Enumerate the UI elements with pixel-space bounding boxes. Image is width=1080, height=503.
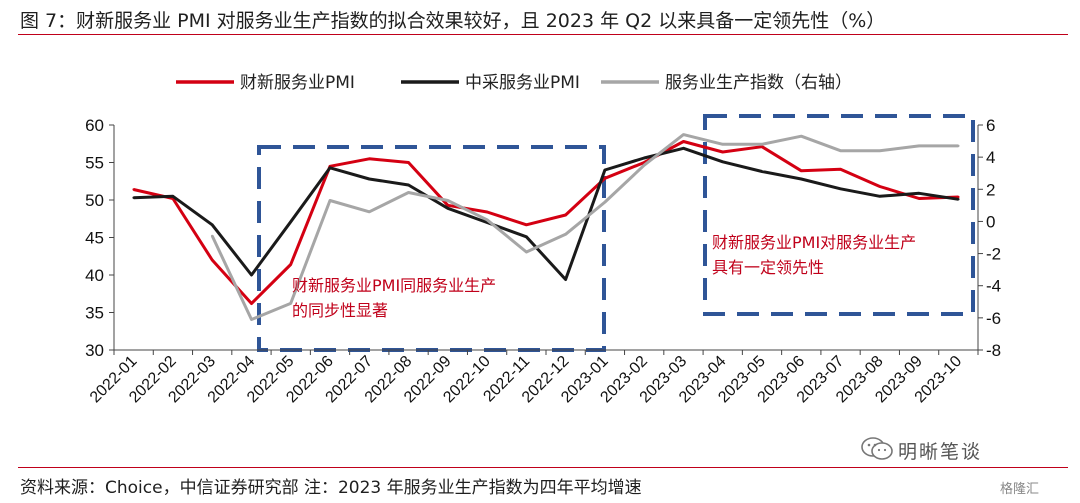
watermark-text: 明晰笔谈 <box>898 441 983 463</box>
left-tick-label: 40 <box>85 266 104 285</box>
data-point <box>721 150 724 154</box>
left-tick-label: 50 <box>85 191 104 210</box>
data-point <box>878 195 882 198</box>
data-point <box>642 163 646 167</box>
data-point <box>760 143 764 146</box>
data-point <box>446 207 450 210</box>
annotation-text: 具有一定领先性 <box>712 258 824 277</box>
data-point <box>250 273 253 277</box>
data-point <box>564 278 567 281</box>
data-point <box>603 200 607 204</box>
right-tick-label: 4 <box>986 148 995 167</box>
data-point <box>603 177 607 180</box>
legend-label: 财新服务业PMI <box>240 73 355 93</box>
data-point <box>957 195 960 199</box>
data-point <box>289 220 292 223</box>
data-point <box>642 156 646 160</box>
data-point <box>800 135 803 138</box>
data-point <box>564 233 567 236</box>
data-point <box>446 204 450 207</box>
data-point <box>839 149 842 152</box>
series-line-2 <box>133 146 959 281</box>
data-point <box>210 223 214 226</box>
data-point <box>839 168 842 171</box>
data-point <box>917 197 921 200</box>
legend-label: 中采服务业PMI <box>465 73 580 93</box>
data-point <box>760 170 764 173</box>
left-tick-label: 60 <box>85 116 104 135</box>
data-point <box>485 218 489 222</box>
right-tick-label: -4 <box>986 277 1001 296</box>
left-tick-label: 30 <box>85 341 104 360</box>
chart-series <box>132 133 960 321</box>
data-point <box>446 199 450 202</box>
data-point <box>289 302 292 305</box>
annotation-text: 财新服务业PMI对服务业生产 <box>712 233 916 252</box>
data-point <box>917 144 921 148</box>
data-point <box>839 187 842 190</box>
right-tick-label: -6 <box>986 309 1001 328</box>
data-point <box>957 198 960 201</box>
data-point <box>210 234 214 238</box>
right-tick-label: -8 <box>986 341 1001 360</box>
data-point <box>603 168 607 172</box>
series-line-3 <box>210 133 959 321</box>
title-divider <box>18 34 1068 35</box>
data-point <box>682 140 685 143</box>
data-point <box>132 188 135 191</box>
data-point <box>368 157 371 160</box>
data-point <box>878 185 882 188</box>
data-point <box>328 199 332 202</box>
footer-divider <box>18 467 1068 468</box>
right-tick-label: 0 <box>986 212 995 231</box>
data-point <box>407 191 410 194</box>
left-tick-label: 55 <box>85 154 104 173</box>
wechat-icon <box>861 437 893 460</box>
data-point <box>289 263 292 266</box>
line-chart: 财新服务业PMI 中采服务业PMI 服务业生产指数（右轴） 303540455055… <box>85 73 1001 406</box>
data-point <box>878 149 882 152</box>
data-point <box>525 223 528 226</box>
series-line-1 <box>133 140 959 305</box>
data-point <box>485 210 489 214</box>
data-point <box>917 192 921 195</box>
right-tick-label: 2 <box>986 180 995 199</box>
data-point <box>250 318 253 321</box>
chart-legend: 财新服务业PMI 中采服务业PMI 服务业生产指数（右轴） <box>176 73 852 93</box>
left-tick-label: 35 <box>85 304 104 323</box>
data-point <box>760 145 764 148</box>
data-point <box>525 235 528 238</box>
data-point <box>368 177 371 181</box>
corner-logo: 格隆汇 <box>1000 482 1040 497</box>
data-point <box>957 144 960 148</box>
data-point <box>407 161 410 164</box>
figure-title: 图 7：财新服务业 PMI 对服务业生产指数的拟合效果较好，且 2023 年 Q… <box>20 10 886 32</box>
data-point <box>800 177 803 181</box>
annotation-text: 的同步性显著 <box>292 301 388 320</box>
right-tick-label: 6 <box>986 116 995 135</box>
left-tick-label: 45 <box>85 229 104 248</box>
data-point <box>525 250 528 254</box>
annotation-text: 财新服务业PMI同服务业生产 <box>292 276 496 295</box>
data-point <box>721 160 724 163</box>
source-note: 资料来源：Choice，中信证券研究部 注：2023 年服务业生产指数为四年平均… <box>20 478 642 498</box>
legend-label: 服务业生产指数（右轴） <box>665 73 852 93</box>
data-point <box>250 302 253 305</box>
data-point <box>210 258 214 262</box>
data-point <box>564 213 567 217</box>
right-tick-label: -2 <box>986 245 1001 264</box>
data-point <box>407 183 410 187</box>
data-point <box>682 133 685 136</box>
data-point <box>721 143 724 146</box>
data-point <box>800 169 803 172</box>
data-point <box>132 196 135 199</box>
data-point <box>171 195 175 198</box>
lead-highlight-box <box>703 114 975 316</box>
data-point <box>682 147 685 150</box>
data-point <box>328 166 332 169</box>
data-point <box>368 210 371 213</box>
